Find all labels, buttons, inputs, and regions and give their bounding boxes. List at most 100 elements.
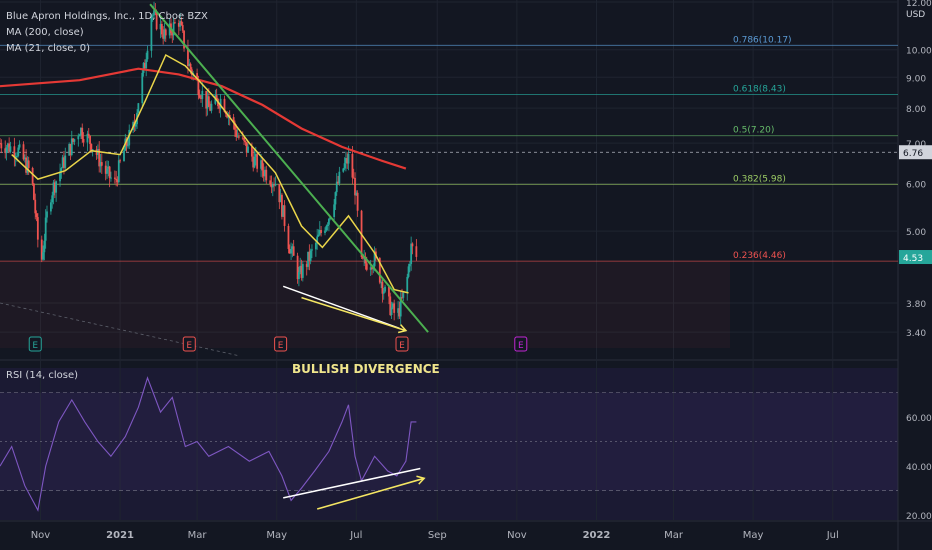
candle-up: [384, 286, 386, 292]
candle-up: [134, 124, 137, 127]
candle-up: [316, 236, 319, 243]
candle-up: [344, 158, 347, 164]
candle-down: [243, 138, 245, 141]
currency-label[interactable]: USD: [906, 10, 926, 20]
candle-down: [183, 30, 185, 49]
candle-up: [42, 252, 44, 260]
divergence-arrowhead: [416, 475, 426, 485]
candle-up: [307, 251, 309, 267]
candle-down: [113, 177, 116, 179]
candle-up: [201, 90, 204, 99]
candle-down: [245, 142, 248, 153]
candle-up: [128, 129, 131, 146]
candle-down: [89, 135, 91, 145]
symbol-title: Blue Apron Holdings, Inc., 1D, Cboe BZX: [6, 11, 208, 22]
price-badge: [899, 250, 932, 265]
candle-up: [355, 192, 358, 196]
candle-up: [347, 153, 350, 164]
candle-down: [228, 114, 231, 118]
candle-up: [146, 50, 149, 60]
candle-up: [70, 138, 73, 155]
rsi-series-rsi-divergence-white-: [283, 467, 421, 499]
candle-up: [110, 177, 112, 179]
rsi-legend[interactable]: RSI (14, close): [6, 370, 79, 381]
candle-up: [43, 240, 46, 253]
ma200-legend[interactable]: MA (200, close): [6, 27, 84, 38]
earnings-marker: [395, 336, 409, 352]
candle-down: [337, 181, 339, 184]
candle-up: [291, 246, 294, 250]
candle-down: [269, 180, 272, 185]
fib-label: 0.5(7.20): [733, 126, 774, 136]
earnings-marker-label: E: [399, 341, 405, 351]
price-axis[interactable]: 12.00 10.00 9.00 8.00 7.00 6.00 5.00 4.53 3.80 3.…: [899, 0, 932, 522]
candle-up: [399, 297, 402, 317]
candle-up: [127, 145, 129, 147]
candle-up: [18, 144, 21, 148]
candle-down: [388, 286, 390, 297]
candle-down: [119, 160, 121, 162]
candle-down: [381, 281, 384, 294]
candle-down: [90, 144, 93, 151]
candle-down: [63, 157, 65, 168]
candle-down: [8, 143, 11, 152]
candle-up: [390, 307, 393, 316]
time-tick-label: 2022: [583, 530, 611, 541]
candle-up: [334, 192, 337, 205]
candle-up: [107, 166, 110, 169]
time-tick-label: Jul: [826, 530, 839, 541]
candle-down: [296, 255, 299, 280]
candle-up: [5, 147, 8, 154]
candle-up: [290, 249, 292, 254]
candle-down: [189, 63, 192, 70]
series-ma-200-close-: [0, 67, 407, 170]
candle-down: [180, 21, 183, 26]
time-tick-label: 2021: [106, 530, 134, 541]
time-tick-label: Mar: [188, 530, 208, 541]
candle-down: [281, 194, 283, 217]
time-axis[interactable]: Nov 2021 Mar May Jul Sep Nov 2022 Mar May Jul: [31, 530, 839, 541]
candle-down: [256, 154, 259, 169]
candle-down: [40, 239, 43, 260]
candle-down: [232, 117, 235, 123]
candle-up: [46, 211, 48, 218]
candle-up: [254, 154, 257, 157]
candle-down: [235, 129, 238, 137]
price-tick-label: 5.00: [906, 228, 926, 238]
candle-down: [305, 264, 308, 267]
candle-up: [297, 272, 300, 280]
time-tick-label: Mar: [664, 530, 684, 541]
price-tick-label: 3.40: [906, 329, 926, 339]
candle-up: [150, 15, 153, 51]
candle-up: [253, 156, 256, 168]
candle-up: [9, 146, 12, 152]
price-badge: [899, 145, 932, 160]
candle-up: [26, 160, 29, 173]
earnings-marker: [28, 336, 42, 352]
candle-up: [117, 160, 120, 183]
candle-up: [141, 72, 144, 104]
price-tick-label: 7.00: [906, 140, 926, 150]
candle-down: [36, 217, 39, 240]
candle-down: [218, 106, 221, 109]
candle-up: [73, 139, 76, 142]
candle-down: [155, 11, 158, 30]
ma21-legend[interactable]: MA (21, close, 0): [6, 43, 91, 54]
candle-up: [382, 291, 385, 294]
candle-up: [6, 143, 9, 148]
candle-up: [236, 136, 239, 138]
indicator-lines: [0, 3, 429, 334]
price-tick-label: 12.00: [906, 0, 932, 9]
earnings-marker-label: E: [518, 341, 524, 351]
candle-down: [308, 251, 311, 262]
price-tick-label: 9.00: [906, 74, 926, 84]
candle-down: [398, 308, 401, 317]
fib-label: 0.618(8.43): [733, 84, 786, 94]
candle-down: [411, 243, 414, 247]
time-tick-label: Jul: [349, 530, 362, 541]
candle-up: [247, 146, 249, 153]
candle-up: [301, 264, 304, 278]
candle-down: [226, 113, 229, 118]
candle-down: [4, 148, 7, 154]
